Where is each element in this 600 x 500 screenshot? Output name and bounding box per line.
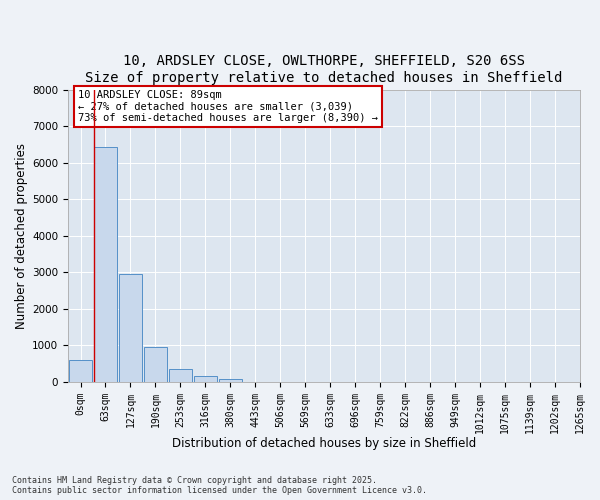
Y-axis label: Number of detached properties: Number of detached properties bbox=[15, 143, 28, 329]
Bar bbox=[169, 369, 191, 382]
X-axis label: Distribution of detached houses by size in Sheffield: Distribution of detached houses by size … bbox=[172, 437, 476, 450]
Text: Contains HM Land Registry data © Crown copyright and database right 2025.
Contai: Contains HM Land Registry data © Crown c… bbox=[12, 476, 427, 495]
Title: 10, ARDSLEY CLOSE, OWLTHORPE, SHEFFIELD, S20 6SS
Size of property relative to de: 10, ARDSLEY CLOSE, OWLTHORPE, SHEFFIELD,… bbox=[85, 54, 563, 84]
Bar bbox=[69, 360, 92, 382]
Bar bbox=[194, 376, 217, 382]
Bar bbox=[219, 379, 242, 382]
Bar bbox=[119, 274, 142, 382]
Text: 10 ARDSLEY CLOSE: 89sqm
← 27% of detached houses are smaller (3,039)
73% of semi: 10 ARDSLEY CLOSE: 89sqm ← 27% of detache… bbox=[78, 90, 378, 123]
Bar bbox=[94, 146, 117, 382]
Bar bbox=[144, 347, 167, 382]
